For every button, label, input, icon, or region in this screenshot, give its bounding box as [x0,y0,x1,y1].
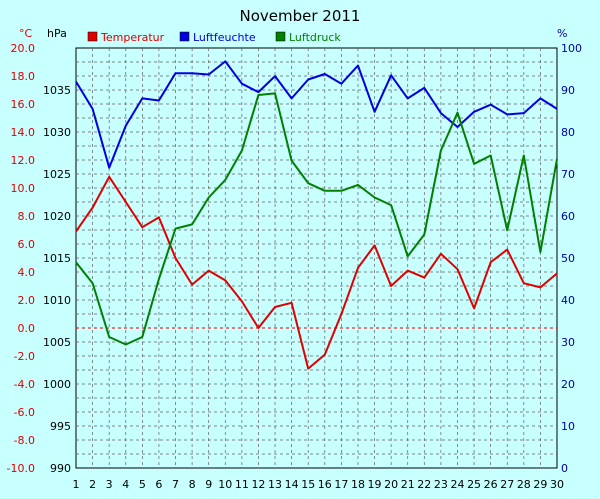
legend: Temperatur Luftfeuchte Luftdruck [87,31,341,44]
humidity-tick-label: 70 [561,168,575,181]
x-tick-label: 17 [334,478,348,491]
x-tick-label: 1 [73,478,80,491]
temperature-tick-label: 6.0 [18,238,36,251]
legend-swatch-luftfeuchte [179,31,190,42]
pressure-tick-label: 1025 [43,168,71,181]
pressure-unit-label: hPa [47,27,67,40]
legend-swatch-temperatur [87,31,98,42]
x-tick-label: 7 [172,478,179,491]
x-tick-label: 13 [268,478,282,491]
pressure-tick-label: 990 [50,462,71,475]
legend-label-luftdruck: Luftdruck [289,31,341,44]
pressure-tick-label: 1035 [43,84,71,97]
temperature-tick-label: -4.0 [14,378,35,391]
temperature-tick-label: 0.0 [18,322,36,335]
temperature-tick-label: -2.0 [14,350,35,363]
humidity-tick-label: 20 [561,378,575,391]
x-tick-label: 24 [450,478,464,491]
temperature-tick-label: 16.0 [11,98,36,111]
series-lines [75,60,558,370]
pressure-tick-label: 1000 [43,378,71,391]
pressure-tick-label: 995 [50,420,71,433]
temperature-tick-label: 10.0 [11,182,36,195]
legend-swatch-luftdruck [275,31,286,42]
pressure-tick-label: 1015 [43,252,71,265]
x-tick-label: 23 [434,478,448,491]
humidity-tick-label: 80 [561,126,575,139]
x-tick-label: 15 [301,478,315,491]
x-tick-label: 26 [484,478,498,491]
x-tick-label: 27 [500,478,514,491]
x-tick-label: 21 [401,478,415,491]
humidity-unit-label: % [557,27,567,40]
series-line-luftdruck [75,92,558,346]
x-tick-label: 2 [89,478,96,491]
x-tick-label: 19 [368,478,382,491]
temperature-tick-label: 18.0 [11,70,36,83]
temperature-tick-label: 4.0 [18,266,36,279]
chart-title: November 2011 [240,7,361,25]
temperature-tick-label: -6.0 [14,406,35,419]
humidity-tick-label: 0 [561,462,568,475]
grid [76,48,557,468]
temperature-tick-label: 12.0 [11,154,36,167]
pressure-tick-label: 1030 [43,126,71,139]
temperature-tick-label: 8.0 [18,210,36,223]
x-tick-label: 3 [106,478,113,491]
x-tick-label: 11 [235,478,249,491]
x-axis-ticks: 1 2 3 4 5 6 7 8 9 10 11 12 13 14 15 16 17 18 19 20 21 22 23 24 2… [73,478,565,491]
x-tick-label: 10 [218,478,232,491]
temperature-tick-label: -8.0 [14,434,35,447]
x-tick-label: 30 [550,478,564,491]
temperature-unit-label: °C [19,27,33,40]
temperature-tick-label: -10.0 [7,462,35,475]
humidity-tick-label: 60 [561,210,575,223]
x-tick-label: 22 [417,478,431,491]
pressure-tick-label: 1005 [43,336,71,349]
x-tick-label: 14 [285,478,299,491]
x-tick-label: 16 [318,478,332,491]
temperature-tick-label: 2.0 [18,294,36,307]
humidity-tick-label: 30 [561,336,575,349]
x-tick-label: 6 [155,478,162,491]
pressure-tick-label: 1020 [43,210,71,223]
humidity-tick-label: 40 [561,294,575,307]
pressure-axis-ticks: 1035 1030 1025 1020 1015 1010 1005 1000 995 990 [43,84,71,475]
x-tick-label: 28 [517,478,531,491]
x-tick-label: 5 [139,478,146,491]
x-tick-label: 18 [351,478,365,491]
x-tick-label: 12 [251,478,265,491]
x-tick-label: 9 [205,478,212,491]
humidity-tick-label: 10 [561,420,575,433]
x-tick-label: 29 [533,478,547,491]
x-tick-label: 4 [122,478,129,491]
temperature-tick-label: 14.0 [11,126,36,139]
legend-label-luftfeuchte: Luftfeuchte [193,31,256,44]
series-line-temperatur [75,175,558,370]
humidity-tick-label: 100 [561,42,582,55]
x-tick-label: 25 [467,478,481,491]
temperature-tick-label: 20.0 [11,42,36,55]
humidity-tick-label: 50 [561,252,575,265]
temperature-axis-ticks: 20.0 18.0 16.0 14.0 12.0 10.0 8.0 6.0 4.0 2.0 0.0 -… [7,42,35,475]
x-tick-label: 8 [189,478,196,491]
series-line-luftfeuchte [75,60,558,169]
x-tick-label: 20 [384,478,398,491]
humidity-tick-label: 90 [561,84,575,97]
legend-label-temperatur: Temperatur [100,31,165,44]
pressure-tick-label: 1010 [43,294,71,307]
